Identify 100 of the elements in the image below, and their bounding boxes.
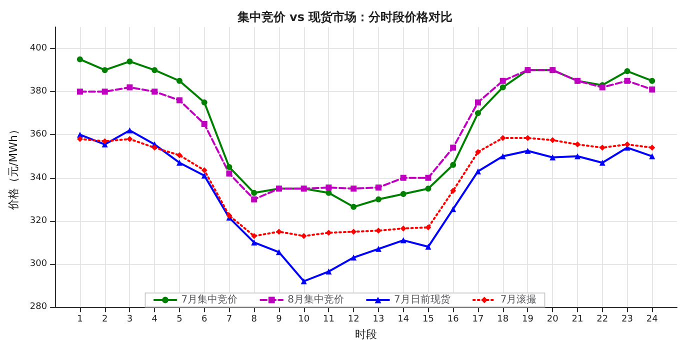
point [226, 164, 232, 170]
y-tick-label: 340 [30, 172, 48, 183]
point [326, 268, 332, 275]
point [624, 141, 630, 148]
point [276, 228, 282, 235]
point [450, 162, 456, 168]
x-tick-label: 2 [102, 314, 108, 325]
point [350, 204, 357, 210]
point [500, 134, 506, 141]
point [474, 99, 481, 106]
point [375, 184, 382, 191]
point [599, 160, 606, 166]
point [450, 206, 456, 212]
x-tick-label: 12 [348, 314, 360, 325]
point [152, 88, 158, 95]
point [300, 278, 307, 284]
y-tick-label: 280 [30, 302, 48, 312]
point [624, 68, 630, 74]
point [102, 67, 108, 74]
x-tick-label: 18 [497, 314, 509, 325]
point [126, 127, 133, 134]
point [550, 137, 556, 144]
x-tick-label: 20 [546, 314, 559, 325]
point [474, 110, 481, 116]
y-tick-label: 300 [30, 259, 48, 270]
point [474, 168, 481, 174]
legend-label: 8月集中竞价 [288, 294, 344, 306]
y-axis-title: 价格（元/MWh） [7, 124, 20, 212]
point [375, 246, 382, 252]
point [450, 144, 456, 151]
point [524, 148, 531, 154]
x-tick-label: 19 [522, 314, 534, 325]
x-tick-label: 16 [447, 314, 460, 325]
point [102, 138, 108, 144]
point [599, 144, 606, 151]
point [649, 153, 656, 160]
point [201, 167, 208, 174]
point [251, 196, 258, 202]
point [76, 56, 83, 62]
point [550, 154, 556, 160]
x-tick-label: 17 [472, 314, 484, 325]
x-tick-label: 15 [422, 314, 434, 325]
x-tick-label: 13 [372, 314, 384, 325]
point [326, 184, 332, 191]
point [152, 67, 158, 74]
point [500, 153, 506, 160]
x-tick-label: 5 [176, 314, 182, 325]
chart-title: 集中竞价 vs 现货市场：分时段价格对比 [236, 10, 453, 24]
point [425, 174, 432, 181]
point [176, 78, 182, 84]
point [126, 58, 133, 64]
point [350, 228, 357, 235]
point [400, 174, 406, 181]
x-tick-label: 8 [251, 314, 258, 325]
point [176, 152, 182, 158]
point [350, 254, 357, 261]
x-tick-label: 4 [152, 314, 158, 325]
x-tick-label: 11 [322, 314, 334, 325]
point [176, 160, 182, 166]
x-tick-label: 9 [276, 314, 282, 325]
legend-label: 7月滚撮 [500, 294, 537, 306]
point [500, 84, 506, 90]
point [425, 244, 432, 250]
point [251, 239, 258, 246]
point [251, 190, 258, 196]
point [300, 233, 307, 239]
point [176, 97, 182, 104]
point [624, 78, 630, 84]
x-axis-title: 时段 [355, 328, 378, 341]
point [201, 172, 208, 179]
x-tick-label: 24 [646, 314, 658, 325]
x-tick-label: 22 [596, 314, 608, 325]
x-tick-label: 21 [572, 314, 584, 325]
point [450, 188, 456, 194]
point [425, 186, 432, 192]
point [126, 136, 133, 142]
y-tick-label: 320 [30, 216, 48, 226]
y-tick-label: 400 [30, 44, 48, 54]
y-tick-label: 380 [30, 86, 48, 97]
x-tick-label: 10 [298, 314, 310, 325]
point [76, 88, 83, 95]
point [201, 120, 208, 127]
point [102, 88, 108, 95]
point [350, 186, 357, 192]
x-tick-label: 23 [622, 314, 633, 325]
legend-label: 7月集中竞价 [181, 294, 238, 306]
x-tick-label: 7 [226, 314, 232, 325]
point [649, 144, 656, 151]
point [400, 237, 406, 244]
point [201, 99, 208, 106]
point [226, 170, 232, 177]
x-tick-label: 3 [126, 314, 133, 325]
point [276, 249, 282, 256]
point [474, 148, 481, 155]
point [126, 84, 133, 90]
x-tick-label: 1 [77, 314, 83, 325]
point [375, 196, 382, 202]
y-tick-label: 360 [30, 130, 48, 140]
point [649, 78, 656, 84]
point [76, 136, 83, 142]
